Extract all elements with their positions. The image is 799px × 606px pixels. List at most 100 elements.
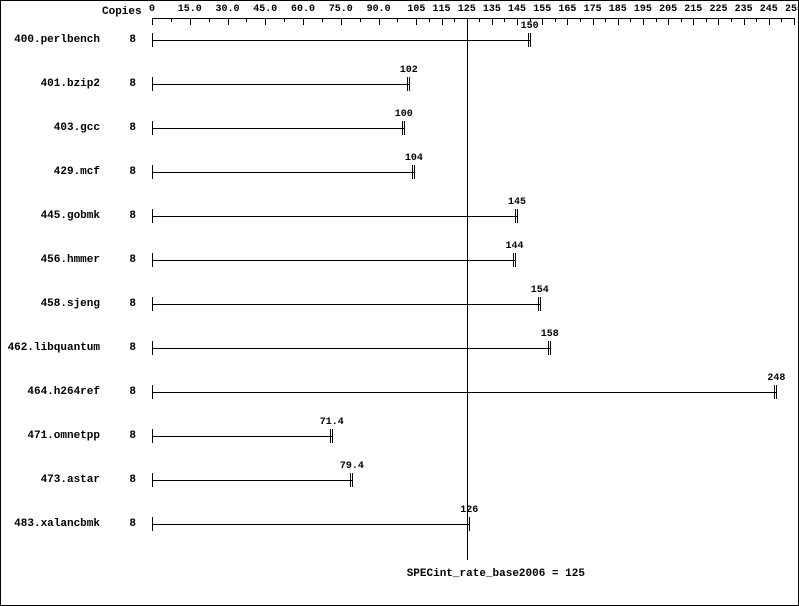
x-tick-label: 90.0 <box>367 4 391 15</box>
x-tick-label: 30.0 <box>216 4 240 15</box>
x-tick-minor <box>681 18 682 22</box>
benchmark-label: 483.xalancbmk <box>0 518 100 530</box>
x-tick-label: 255 <box>785 4 799 15</box>
x-tick-major <box>228 18 229 25</box>
x-tick-minor <box>656 18 657 22</box>
benchmark-label: 400.perlbench <box>0 34 100 46</box>
bar-value-label: 248 <box>767 373 785 384</box>
bar-cap-right <box>776 385 777 399</box>
footer-label: SPECint_rate_base2006 = 125 <box>407 568 585 580</box>
x-tick-minor <box>360 18 361 22</box>
x-tick-major <box>567 18 568 25</box>
bar <box>152 128 404 129</box>
x-tick-label: 15.0 <box>178 4 202 15</box>
bar-value-label: 150 <box>521 21 539 32</box>
copies-value: 8 <box>110 430 136 442</box>
x-tick-major <box>643 18 644 25</box>
copies-value: 8 <box>110 254 136 266</box>
bar <box>152 216 517 217</box>
bar <box>152 392 776 393</box>
x-tick-major <box>379 18 380 25</box>
bar-cap-right <box>548 341 549 355</box>
x-tick-label: 205 <box>659 4 677 15</box>
x-tick-label: 175 <box>584 4 602 15</box>
x-tick-minor <box>429 18 430 22</box>
bar <box>152 84 409 85</box>
bar-cap-right <box>414 165 415 179</box>
x-tick-label: 145 <box>508 4 526 15</box>
bar-cap-right <box>350 473 351 487</box>
x-axis-line <box>152 18 794 19</box>
benchmark-label: 458.sjeng <box>0 298 100 310</box>
x-tick-major <box>152 18 153 25</box>
x-tick-minor <box>454 18 455 22</box>
copies-value: 8 <box>110 518 136 530</box>
bar <box>152 260 515 261</box>
x-tick-major <box>769 18 770 25</box>
bar-value-label: 158 <box>541 329 559 340</box>
x-tick-major <box>303 18 304 25</box>
benchmark-label: 401.bzip2 <box>0 78 100 90</box>
bar-cap-right <box>330 429 331 443</box>
x-tick-label: 235 <box>735 4 753 15</box>
benchmark-label: 471.omnetpp <box>0 430 100 442</box>
benchmark-label: 403.gcc <box>0 122 100 134</box>
copies-value: 8 <box>110 34 136 46</box>
benchmark-label: 456.hmmer <box>0 254 100 266</box>
x-tick-major <box>618 18 619 25</box>
baseline-marker <box>467 18 468 560</box>
x-tick-label: 195 <box>634 4 652 15</box>
x-tick-major <box>794 18 795 25</box>
copies-value: 8 <box>110 78 136 90</box>
benchmark-label: 464.h264ref <box>0 386 100 398</box>
x-tick-major <box>744 18 745 25</box>
bar-cap-right <box>538 297 539 311</box>
bar <box>152 524 469 525</box>
copies-value: 8 <box>110 122 136 134</box>
x-tick-major <box>517 18 518 25</box>
bar <box>152 172 414 173</box>
x-tick-minor <box>555 18 556 22</box>
x-tick-minor <box>781 18 782 22</box>
bar-value-label: 154 <box>531 285 549 296</box>
x-tick-label: 135 <box>483 4 501 15</box>
bar-cap-right <box>404 121 405 135</box>
benchmark-label: 429.mcf <box>0 166 100 178</box>
x-tick-label: 185 <box>609 4 627 15</box>
copies-value: 8 <box>110 386 136 398</box>
bar-cap-right <box>530 33 531 47</box>
bar-cap-right <box>469 517 470 531</box>
x-tick-minor <box>479 18 480 22</box>
bar <box>152 40 530 41</box>
x-tick-label: 45.0 <box>253 4 277 15</box>
x-tick-label: 165 <box>558 4 576 15</box>
x-tick-label: 75.0 <box>329 4 353 15</box>
x-tick-major <box>265 18 266 25</box>
bar-value-label: 126 <box>460 505 478 516</box>
x-tick-major <box>492 18 493 25</box>
x-tick-minor <box>322 18 323 22</box>
x-tick-major <box>668 18 669 25</box>
bar <box>152 480 352 481</box>
x-tick-major <box>593 18 594 25</box>
bar <box>152 304 540 305</box>
x-tick-minor <box>504 18 505 22</box>
benchmark-label: 445.gobmk <box>0 210 100 222</box>
x-tick-label: 115 <box>433 4 451 15</box>
bar-cap-right <box>550 341 551 355</box>
bar-value-label: 144 <box>506 241 524 252</box>
x-tick-minor <box>171 18 172 22</box>
x-tick-minor <box>580 18 581 22</box>
x-tick-major <box>693 18 694 25</box>
x-tick-minor <box>731 18 732 22</box>
bar-cap-right <box>528 33 529 47</box>
x-tick-label: 125 <box>458 4 476 15</box>
x-tick-major <box>542 18 543 25</box>
x-tick-label: 245 <box>760 4 778 15</box>
spec-rate-chart: 015.030.045.060.075.090.0105115125135145… <box>0 0 799 606</box>
bar-cap-right <box>517 209 518 223</box>
copies-value: 8 <box>110 166 136 178</box>
x-tick-label: 215 <box>684 4 702 15</box>
bar-value-label: 79.4 <box>340 461 364 472</box>
bar-cap-right <box>515 253 516 267</box>
